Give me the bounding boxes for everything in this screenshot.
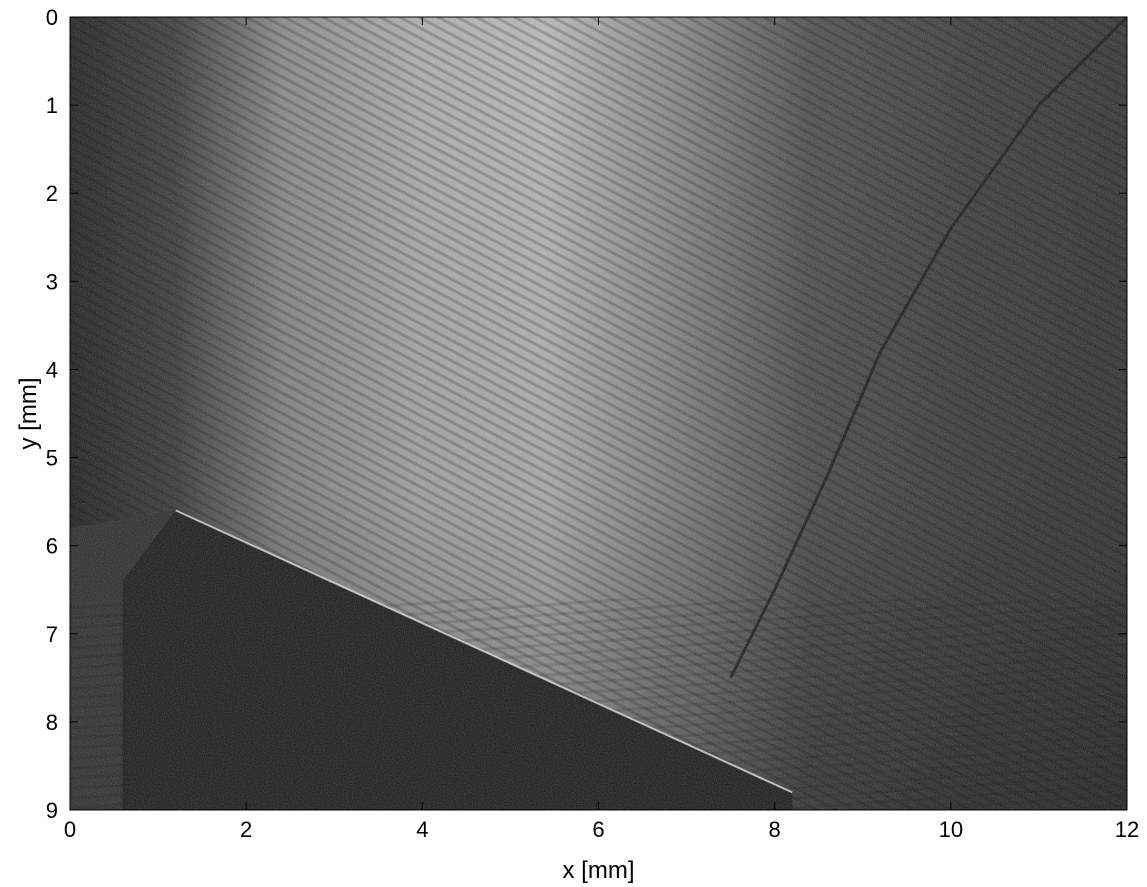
x-tick-label: 10 [939,817,963,842]
x-tick-label: 2 [240,817,252,842]
y-tick-label: 6 [46,534,58,559]
y-tick-label: 5 [46,446,58,471]
y-tick-label: 9 [46,798,58,823]
x-axis-label: x [mm] [563,857,635,884]
y-tick-label: 7 [46,622,58,647]
y-tick-label: 2 [46,181,58,206]
y-tick-label: 0 [46,5,58,30]
y-axis-ticks: 0 1 2 3 4 5 6 7 8 9 [46,5,1127,823]
interferogram-image [70,17,1127,810]
x-tick-label: 8 [769,817,781,842]
image-grain [70,17,1127,810]
y-axis-label: y [mm] [15,378,42,450]
y-tick-label: 3 [46,269,58,294]
y-tick-label: 4 [46,357,58,382]
x-axis-ticks: 0 2 4 6 8 10 12 [64,17,1139,842]
x-tick-label: 0 [64,817,76,842]
y-tick-label: 1 [46,93,58,118]
y-tick-label: 8 [46,710,58,735]
x-tick-label: 4 [416,817,428,842]
x-tick-label: 6 [592,817,604,842]
x-tick-label: 12 [1115,817,1139,842]
